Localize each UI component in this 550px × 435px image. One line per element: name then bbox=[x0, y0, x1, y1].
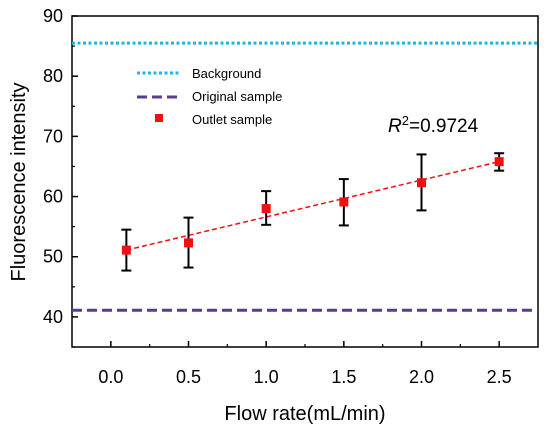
data-point bbox=[261, 204, 271, 214]
legend-label-outlet-sample: Outlet sample bbox=[192, 112, 272, 127]
y-tick-label: 90 bbox=[43, 6, 63, 26]
x-tick-label: 0.5 bbox=[176, 367, 201, 387]
legend-swatch-outlet-sample bbox=[155, 114, 163, 122]
y-axis-ticks: 40 50 60 70 80 90 bbox=[43, 6, 78, 348]
r-squared-annotation: R2=0.9724 bbox=[388, 113, 479, 137]
data-point bbox=[494, 157, 504, 167]
data-point bbox=[121, 245, 131, 255]
x-axis-title: Flow rate(mL/min) bbox=[224, 403, 385, 425]
fit-line-group bbox=[126, 160, 500, 251]
x-tick-label: 0.0 bbox=[98, 367, 123, 387]
legend-label-background: Background bbox=[192, 66, 261, 81]
y-tick-label: 60 bbox=[43, 187, 63, 207]
legend: Background Original sample Outlet sample bbox=[137, 66, 282, 127]
y-tick-label: 70 bbox=[43, 126, 63, 146]
x-tick-label: 2.0 bbox=[409, 367, 434, 387]
y-tick-label: 40 bbox=[43, 307, 63, 327]
y-tick-label: 50 bbox=[43, 247, 63, 267]
legend-label-original-sample: Original sample bbox=[192, 89, 282, 104]
y-axis-title: Fluorescence intensity bbox=[8, 83, 30, 282]
x-tick-label: 1.5 bbox=[331, 367, 356, 387]
error-bars bbox=[121, 152, 505, 272]
plot-area bbox=[71, 15, 539, 348]
x-tick-label: 2.5 bbox=[487, 367, 512, 387]
data-point bbox=[417, 178, 426, 188]
reference-lines bbox=[72, 41, 538, 312]
x-tick-label: 1.0 bbox=[254, 367, 279, 387]
x-axis-ticks: 0.0 0.5 1.0 1.5 2.0 2.5 bbox=[98, 341, 512, 387]
data-point bbox=[339, 197, 349, 207]
fit-line bbox=[126, 160, 500, 251]
plot-frame bbox=[71, 15, 539, 348]
data-point bbox=[184, 238, 193, 248]
data-points bbox=[121, 157, 504, 255]
y-tick-label: 80 bbox=[43, 66, 63, 86]
